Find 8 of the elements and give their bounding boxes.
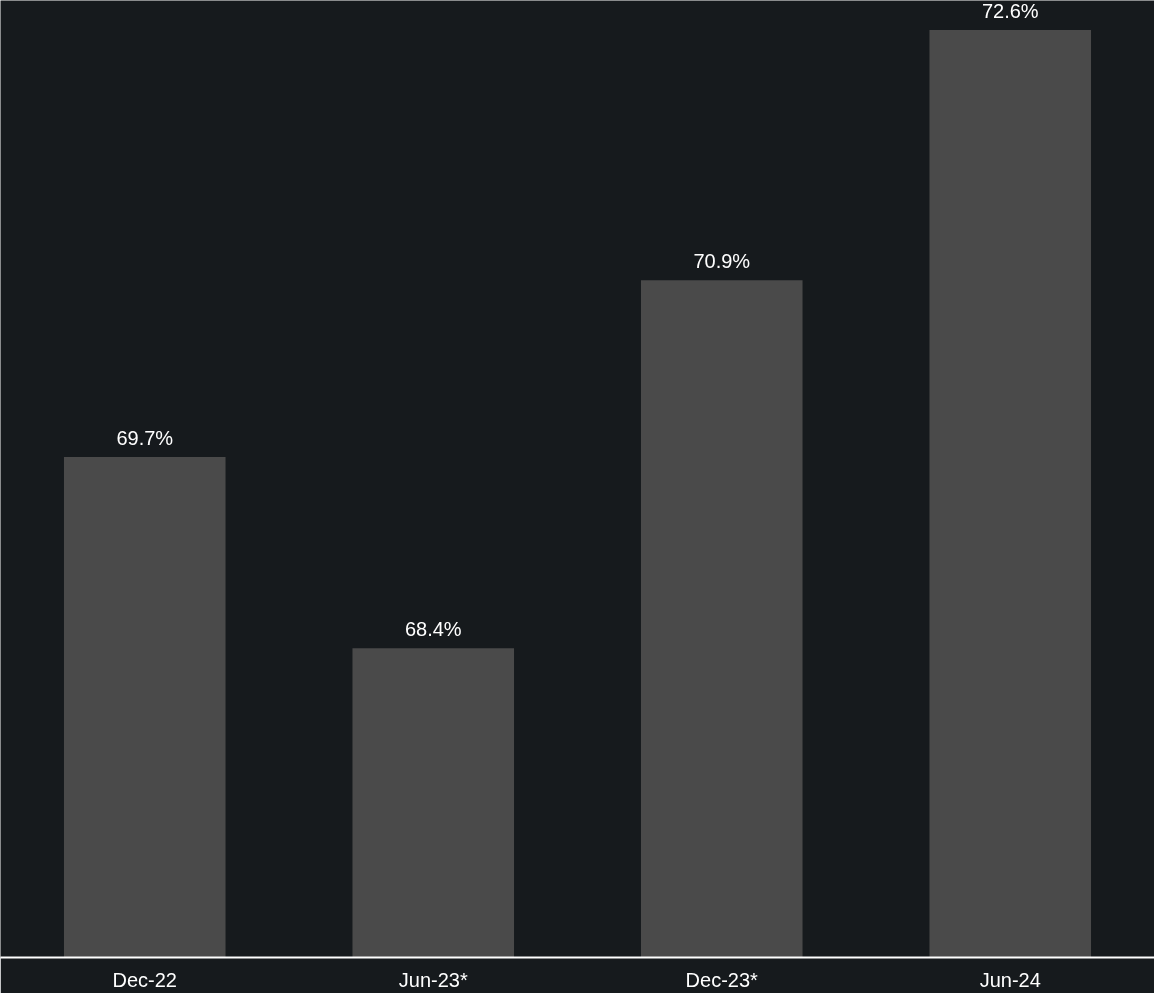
x-tick-label: Jun-23* <box>398 968 468 991</box>
x-tick-label: Jun-24 <box>979 968 1041 991</box>
x-tick-label: Dec-22 <box>112 968 177 991</box>
data-label: 69.7% <box>116 426 174 449</box>
x-tick-label: Dec-23* <box>685 968 759 991</box>
data-label: 70.9% <box>693 250 751 273</box>
data-label: 68.4% <box>404 618 462 641</box>
data-label: 72.6% <box>981 0 1039 22</box>
